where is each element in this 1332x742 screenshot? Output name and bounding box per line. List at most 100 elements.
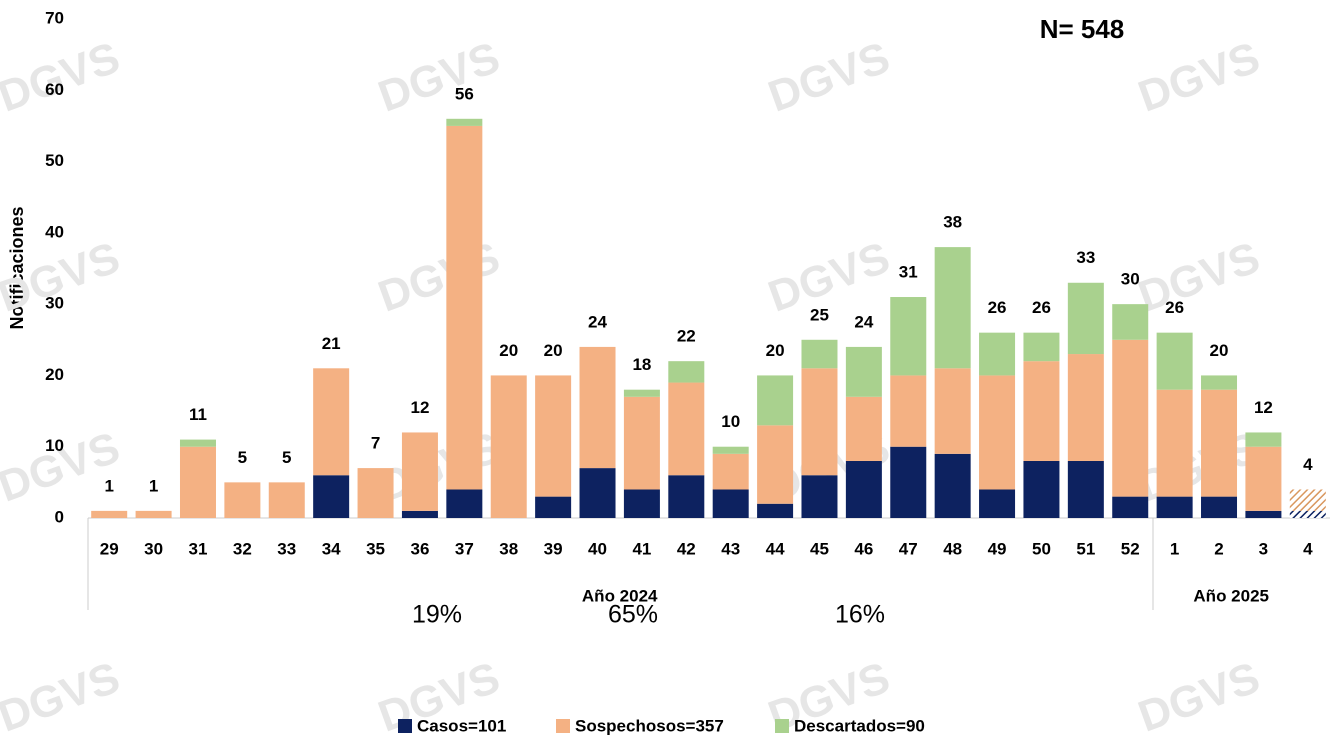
watermark: DGVS xyxy=(1132,233,1266,322)
bar-segment xyxy=(1023,460,1060,518)
bar-segment xyxy=(801,368,838,476)
bar-segment xyxy=(1112,339,1149,497)
bar-segment xyxy=(1156,332,1193,390)
x-tick-label: 52 xyxy=(1121,539,1140,558)
x-tick-label: 2 xyxy=(1214,539,1223,558)
x-tick-label: 31 xyxy=(189,539,208,558)
y-tick-label: 60 xyxy=(45,80,64,99)
bar-segment xyxy=(845,346,882,397)
x-tick-label: 50 xyxy=(1032,539,1051,558)
legend-label: Descartados=90 xyxy=(794,716,925,735)
bar-segment xyxy=(1156,496,1193,518)
data-label: 7 xyxy=(371,434,380,453)
bar-segment xyxy=(535,375,572,497)
x-tick-label: 47 xyxy=(899,539,918,558)
bar-segment xyxy=(1289,489,1326,511)
x-tick-label: 3 xyxy=(1259,539,1268,558)
bar-segment xyxy=(934,247,971,369)
bar-segment xyxy=(934,368,971,454)
data-label: 1 xyxy=(104,476,113,495)
bar-segment xyxy=(446,118,483,126)
legend-swatch xyxy=(556,719,570,733)
bar-segment xyxy=(757,503,794,518)
data-label: 20 xyxy=(544,341,563,360)
bar-segment xyxy=(712,446,749,454)
bar-segment xyxy=(446,125,483,490)
data-label: 26 xyxy=(1032,298,1051,317)
x-tick-label: 29 xyxy=(100,539,119,558)
x-tick-label: 35 xyxy=(366,539,385,558)
bar-segment xyxy=(357,468,394,518)
bar-segment xyxy=(446,489,483,518)
bar-segment xyxy=(313,475,350,518)
group-label: Año 2024 xyxy=(582,586,658,605)
bar-segment xyxy=(668,361,705,383)
watermark: DGVS xyxy=(0,33,126,122)
data-label: 11 xyxy=(189,405,207,424)
bar-segment xyxy=(1023,332,1060,362)
bar-segment xyxy=(623,389,660,397)
data-label: 1 xyxy=(149,476,158,495)
bar-segment xyxy=(668,382,705,476)
x-tick-label: 42 xyxy=(677,539,696,558)
data-label: 20 xyxy=(499,341,518,360)
x-tick-label: 36 xyxy=(410,539,429,558)
x-tick-label: 46 xyxy=(854,539,873,558)
bar-segment xyxy=(579,468,616,518)
bar-segment xyxy=(979,332,1016,376)
y-tick-label: 70 xyxy=(45,8,64,27)
bar-segment xyxy=(845,460,882,518)
bar-segment xyxy=(313,368,350,476)
x-tick-label: 40 xyxy=(588,539,607,558)
data-label: 24 xyxy=(588,312,607,331)
bar-segment xyxy=(623,489,660,518)
bar-segment xyxy=(1067,460,1104,518)
data-label: 25 xyxy=(810,305,829,324)
annotation: 65% xyxy=(608,601,658,629)
x-tick-label: 33 xyxy=(277,539,296,558)
bar-segment xyxy=(623,396,660,490)
x-tick-label: 43 xyxy=(721,539,740,558)
bar-segment xyxy=(224,482,261,518)
bar-segment xyxy=(1245,446,1282,511)
data-label: 30 xyxy=(1121,270,1140,289)
bar-segment xyxy=(668,475,705,518)
bar-segment xyxy=(979,375,1016,490)
bar-segment xyxy=(401,510,438,518)
data-label: 31 xyxy=(899,262,918,281)
bar-segment xyxy=(135,510,172,518)
watermark: DGVS xyxy=(762,233,896,322)
x-tick-label: 34 xyxy=(322,539,341,558)
group-label: Año 2025 xyxy=(1193,586,1269,605)
annotation: 19% xyxy=(412,601,462,629)
bar-segment xyxy=(535,496,572,518)
bar-segment xyxy=(490,375,527,518)
bar-segment xyxy=(179,446,216,518)
data-label: 20 xyxy=(1210,341,1229,360)
bar-segment xyxy=(890,297,927,376)
bar-segment xyxy=(934,453,971,518)
watermark: DGVS xyxy=(1132,33,1266,122)
annotation: 16% xyxy=(835,601,885,629)
data-label: 18 xyxy=(632,355,651,374)
bar-segment xyxy=(712,453,749,490)
bar-segment xyxy=(801,339,838,369)
bar-segment xyxy=(1201,389,1238,497)
y-axis-label: Notificaciones xyxy=(7,206,27,329)
y-tick-label: 10 xyxy=(45,436,64,455)
bar-segment xyxy=(890,375,927,447)
data-label: 10 xyxy=(721,412,740,431)
legend-label: Casos=101 xyxy=(417,716,506,735)
data-label: 26 xyxy=(988,298,1007,317)
y-tick-label: 40 xyxy=(45,222,64,241)
bar-segment xyxy=(890,446,927,518)
data-label: 5 xyxy=(238,448,247,467)
x-tick-label: 51 xyxy=(1076,539,1095,558)
bar-segment xyxy=(845,396,882,461)
x-tick-label: 30 xyxy=(144,539,163,558)
data-label: 12 xyxy=(1254,398,1273,417)
data-label: 33 xyxy=(1076,248,1095,267)
bar-segment xyxy=(1112,496,1149,518)
legend-swatch xyxy=(775,719,789,733)
